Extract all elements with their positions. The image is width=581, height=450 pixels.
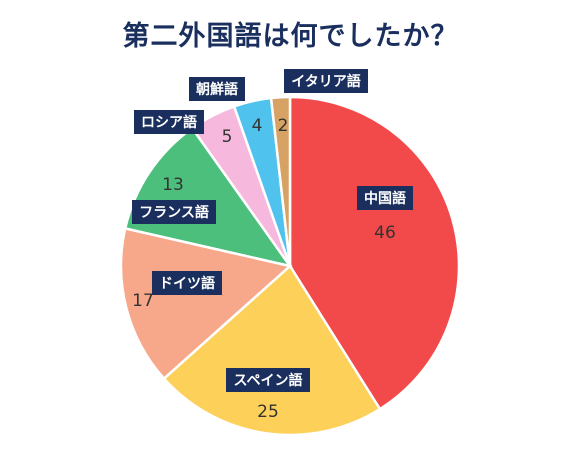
pie-slice-2 — [162, 264, 382, 437]
category-label-text: 朝鮮語 — [196, 81, 238, 98]
value-label: 5 — [222, 127, 233, 147]
category-label-box — [134, 110, 204, 134]
pie-slice-3 — [119, 226, 293, 381]
category-label-box — [226, 368, 310, 392]
category-label-box — [132, 200, 216, 224]
value-label: 2 — [278, 116, 289, 136]
category-label-text: イタリア語 — [291, 73, 360, 90]
value-label: 4 — [252, 116, 263, 136]
value-label: 13 — [162, 175, 184, 195]
category-label-box — [152, 271, 222, 295]
category-label-text: ロシア語 — [141, 114, 197, 131]
category-label-text: ドイツ語 — [159, 275, 215, 292]
value-label: 25 — [257, 402, 279, 422]
chart-title: 第二外国語は何でしたか？ — [122, 21, 459, 52]
category-label-box — [284, 69, 368, 93]
value-label: 17 — [132, 291, 154, 311]
category-label-box — [189, 77, 245, 101]
category-label-text: 中国語 — [364, 190, 406, 207]
category-label-box — [357, 186, 413, 210]
pie-slice-7 — [269, 95, 292, 267]
category-label-text: スペイン語 — [233, 372, 302, 389]
category-label-text: フランス語 — [139, 204, 209, 221]
value-label: 46 — [374, 223, 396, 243]
